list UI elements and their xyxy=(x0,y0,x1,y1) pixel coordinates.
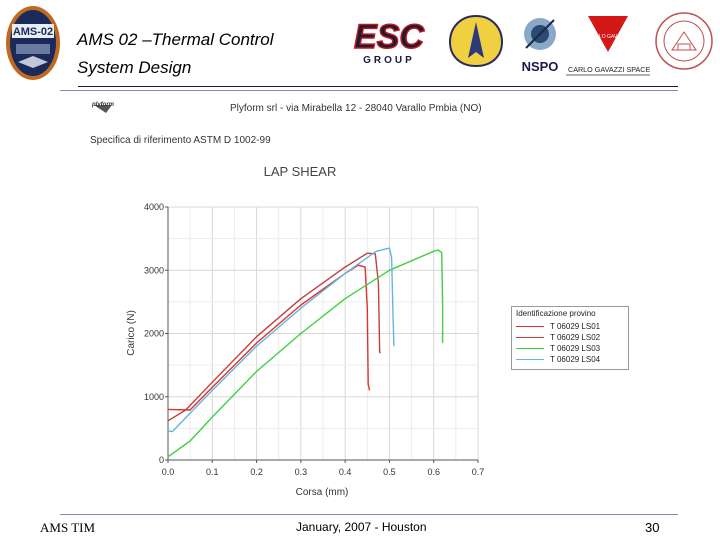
svg-text:CARLO GAVAZZI: CARLO GAVAZZI xyxy=(588,34,627,40)
svg-text:plyform: plyform xyxy=(91,102,115,108)
chart-title: LAP SHEAR xyxy=(264,164,337,179)
page-number: 30 xyxy=(645,520,660,535)
footer-left: AMS TIM xyxy=(40,520,96,535)
x-tick-label: 0.5 xyxy=(383,467,396,477)
y-axis-label: Carico (N) xyxy=(126,310,137,356)
x-axis-label: Corsa (mm) xyxy=(296,487,349,498)
legend-entry: T 06029 LS01 xyxy=(512,322,600,333)
y-tick-label: 0 xyxy=(159,455,164,465)
x-tick-label: 0.3 xyxy=(295,467,308,477)
ams-badge-logo: AMS-02 xyxy=(4,4,62,82)
y-tick-label: 1000 xyxy=(144,392,164,402)
lap-shear-chart: LAP SHEAR 0.0 0.1 0.2 0.3 0.4 0.5 0.6 0.7 0 1000 2… xyxy=(126,164,485,498)
legend-label: T 06029 LS01 xyxy=(550,322,601,331)
legend-entry: T 06029 LS04 xyxy=(512,355,600,366)
legend-swatch xyxy=(516,326,544,328)
footer-date: January, 2007 - Houston xyxy=(296,520,427,534)
esc-group-logo: ESC GROUP xyxy=(340,14,438,66)
svg-text:AMS-02: AMS-02 xyxy=(13,26,53,38)
y-tick-label: 3000 xyxy=(144,265,164,275)
x-tick-label: 0.7 xyxy=(472,467,485,477)
x-tick-label: 0.1 xyxy=(206,467,219,477)
y-tick-label: 4000 xyxy=(144,202,164,212)
x-tick-label: 0.0 xyxy=(162,467,175,477)
series-line-2 xyxy=(167,252,381,422)
legend-label: T 06029 LS04 xyxy=(550,355,601,364)
svg-text:NSPO: NSPO xyxy=(522,59,559,74)
slide-title-line1: AMS 02 –Thermal Control xyxy=(77,30,274,49)
rocket-shield-logo xyxy=(448,14,504,68)
legend-label: T 06029 LS02 xyxy=(550,333,601,342)
legend-title: Identificazione provino xyxy=(516,309,596,318)
legend-label: T 06029 LS03 xyxy=(550,344,601,353)
legend-swatch xyxy=(516,348,544,350)
university-seal-logo xyxy=(654,10,714,72)
x-tick-label: 0.6 xyxy=(427,467,440,477)
footer-rule xyxy=(60,514,678,515)
legend-entry: T 06029 LS03 xyxy=(512,344,600,355)
x-tick-label: 0.2 xyxy=(250,467,263,477)
y-tick-label: 2000 xyxy=(144,329,164,339)
header-rule xyxy=(78,86,678,87)
slide-title-line2: System Design xyxy=(77,58,192,77)
chart-legend: Identificazione provino T 06029 LS01 T 06… xyxy=(511,306,629,370)
legend-swatch xyxy=(516,359,544,361)
svg-text:CARLO GAVAZZI SPACE SpA: CARLO GAVAZZI SPACE SpA xyxy=(568,65,652,74)
x-tick-label: 0.4 xyxy=(339,467,352,477)
svg-text:GROUP: GROUP xyxy=(363,55,415,66)
legend-swatch xyxy=(516,337,544,339)
svg-text:ESC: ESC xyxy=(354,18,424,56)
spec-reference: Specifica di riferimento ASTM D 1002-99 xyxy=(90,135,271,146)
nspo-logo: NSPO xyxy=(512,8,570,74)
carlo-gavazzi-logo: CARLO GAVAZZI CARLO GAVAZZI SPACE SpA xyxy=(566,12,666,76)
series-line-3 xyxy=(167,249,444,458)
header-rule-secondary xyxy=(60,90,678,91)
company-address: Plyform srl - via Mirabella 12 - 28040 V… xyxy=(230,103,482,114)
plyform-logo: plyform xyxy=(90,101,124,115)
series-line-4 xyxy=(167,247,395,433)
legend-entry: T 06029 LS02 xyxy=(512,333,600,344)
